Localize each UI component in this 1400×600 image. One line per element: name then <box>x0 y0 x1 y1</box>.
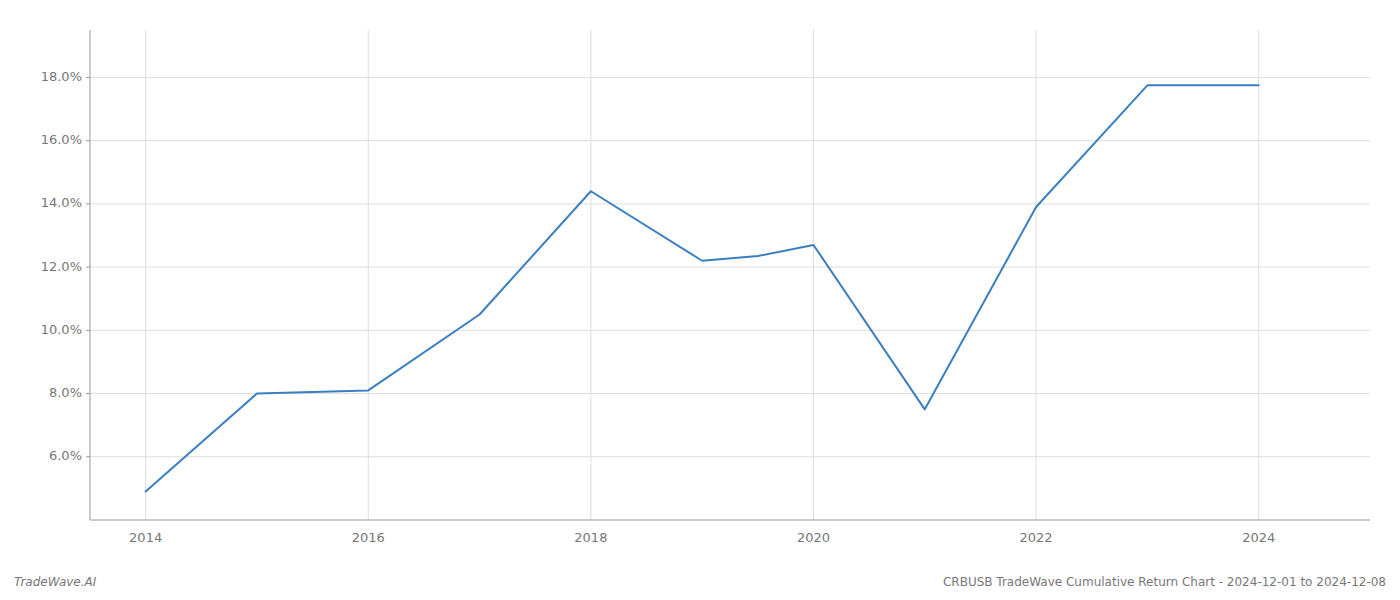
x-tick-label: 2022 <box>1020 530 1053 545</box>
y-tick <box>86 267 90 268</box>
y-tick-label: 12.0% <box>41 259 82 274</box>
y-grid-line <box>90 456 1370 457</box>
x-tick-label: 2018 <box>574 530 607 545</box>
y-grid-line <box>90 330 1370 331</box>
y-tick-label: 16.0% <box>41 132 82 147</box>
y-grid-line <box>90 203 1370 204</box>
line-series <box>146 85 1259 491</box>
y-grid-line <box>90 77 1370 78</box>
y-tick <box>86 456 90 457</box>
x-grid-line <box>813 30 814 520</box>
y-tick <box>86 393 90 394</box>
x-tick-label: 2014 <box>129 530 162 545</box>
x-tick-label: 2020 <box>797 530 830 545</box>
y-tick <box>86 77 90 78</box>
y-grid-line <box>90 267 1370 268</box>
footer-right: CRBUSB TradeWave Cumulative Return Chart… <box>943 575 1386 589</box>
x-grid-line <box>368 30 369 520</box>
y-tick-label: 10.0% <box>41 322 82 337</box>
y-tick-label: 6.0% <box>49 448 82 463</box>
y-tick-label: 14.0% <box>41 195 82 210</box>
y-tick <box>86 330 90 331</box>
x-grid-line <box>1258 30 1259 520</box>
x-grid-line <box>590 30 591 520</box>
y-tick-label: 18.0% <box>41 69 82 84</box>
y-tick <box>86 140 90 141</box>
grid <box>90 30 1370 520</box>
x-tick-label: 2016 <box>352 530 385 545</box>
y-axis-line <box>90 30 91 520</box>
axes: 6.0% 8.0% 10.0% 12.0% 14.0% 16.0% 18.0% 2014 201… <box>41 30 1370 545</box>
footer-left: TradeWave.AI <box>14 575 97 589</box>
y-tick-label: 8.0% <box>49 385 82 400</box>
chart-container: 6.0% 8.0% 10.0% 12.0% 14.0% 16.0% 18.0% 2014 201… <box>0 0 1400 600</box>
x-tick-label: 2024 <box>1242 530 1275 545</box>
y-tick <box>86 203 90 204</box>
x-grid-line <box>1036 30 1037 520</box>
y-grid-line <box>90 140 1370 141</box>
x-grid-line <box>145 30 146 520</box>
x-axis-line <box>90 520 1370 521</box>
data-area <box>146 85 1259 491</box>
chart-svg: 6.0% 8.0% 10.0% 12.0% 14.0% 16.0% 18.0% 2014 201… <box>0 0 1400 600</box>
